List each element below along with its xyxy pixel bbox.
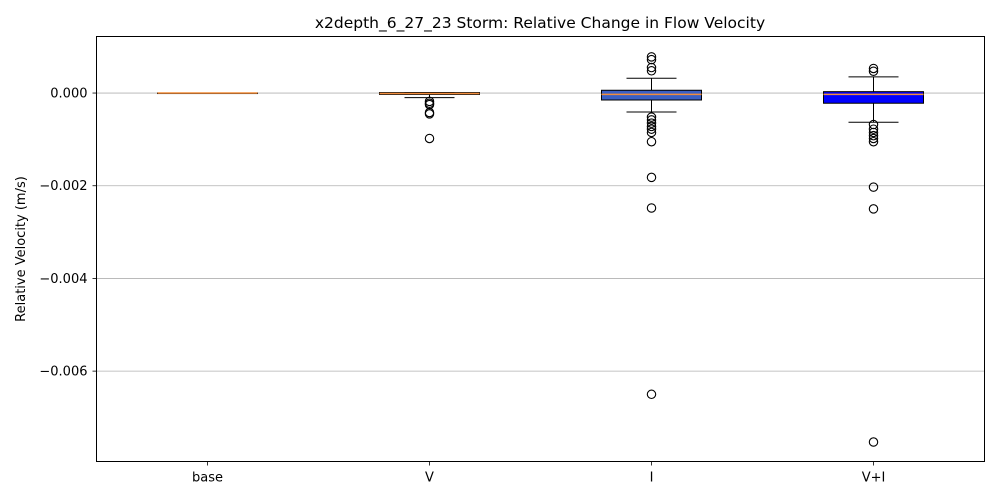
x-tick-label: V+I (862, 471, 886, 486)
plot-area-frame (96, 36, 985, 462)
box-body (823, 91, 924, 104)
y-tick-label: 0.000 (50, 87, 87, 102)
outlier-point (646, 121, 657, 132)
outlier-point (646, 66, 657, 76)
outlier-point (868, 127, 879, 138)
outlier-point (868, 66, 879, 77)
outlier-point (646, 203, 657, 213)
y-axis-label: Relative Velocity (m/s) (14, 176, 29, 322)
box-base (157, 92, 258, 95)
y-tick-label: −0.006 (39, 365, 87, 380)
outlier-point (646, 172, 657, 183)
outlier-point (868, 63, 879, 74)
outlier-point (424, 109, 435, 119)
outlier-point (646, 389, 657, 400)
box-v-i (823, 63, 924, 447)
outlier-point (868, 136, 879, 147)
box-i (601, 52, 702, 400)
ticks: 0.000 −0.002 −0.004 −0.006 base V I V+I (39, 87, 885, 486)
outlier-point (424, 133, 435, 144)
x-tick-label: I (650, 471, 654, 486)
y-tick-label: −0.002 (39, 179, 87, 194)
y-tick-label: −0.004 (39, 272, 87, 287)
outlier-point (646, 127, 657, 138)
outlier-point (868, 182, 879, 192)
box-v (379, 92, 480, 144)
outlier-point (868, 204, 879, 214)
outlier-point (646, 118, 657, 128)
chart-title: x2depth_6_27_23 Storm: Relative Change i… (315, 14, 765, 33)
outlier-point (868, 130, 879, 141)
outlier-point (646, 124, 657, 134)
outlier-point (868, 124, 879, 134)
outlier-point (646, 52, 657, 62)
x-tick-label: V (425, 471, 434, 486)
outlier-point (646, 62, 657, 73)
outlier-point (868, 437, 879, 447)
outlier-point (646, 136, 657, 147)
outlier-point (646, 115, 657, 125)
outlier-point (868, 133, 879, 144)
boxes (157, 52, 924, 447)
x-tick-label: base (192, 471, 223, 486)
outlier-point (646, 112, 657, 122)
grid (96, 92, 985, 372)
